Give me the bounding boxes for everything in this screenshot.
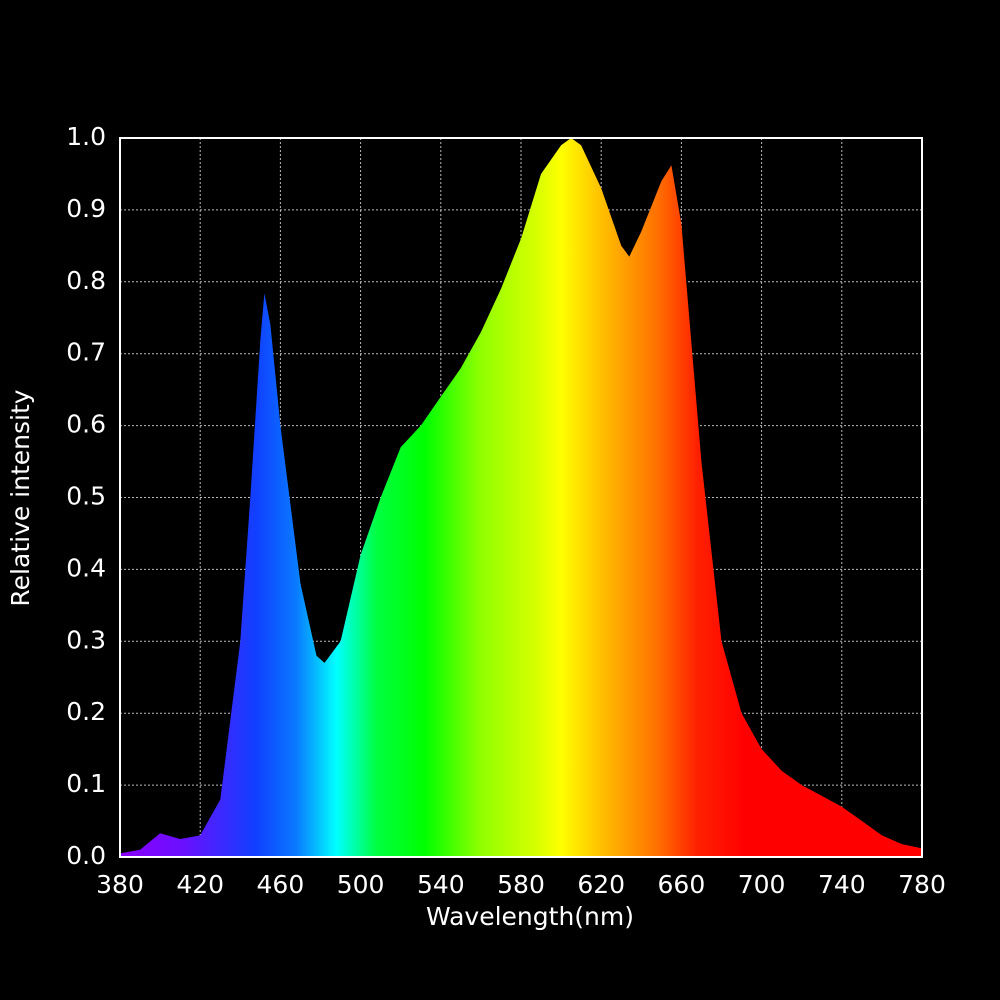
x-tick-label: 740	[818, 870, 866, 899]
y-tick-label: 0.8	[66, 266, 106, 295]
x-tick-label: 500	[337, 870, 385, 899]
x-tick-label: 660	[658, 870, 706, 899]
y-tick-label: 0.1	[66, 769, 106, 798]
x-tick-label: 460	[257, 870, 305, 899]
y-tick-label: 1.0	[66, 122, 106, 151]
y-tick-label: 0.7	[66, 338, 106, 367]
spectrum-area	[120, 138, 922, 857]
x-tick-label: 700	[738, 870, 786, 899]
x-tick-label: 620	[577, 870, 625, 899]
x-tick-label: 540	[417, 870, 465, 899]
y-tick-label: 0.0	[66, 841, 106, 870]
x-tick-label: 780	[898, 870, 946, 899]
y-tick-label: 0.6	[66, 410, 106, 439]
x-tick-label: 420	[176, 870, 224, 899]
y-tick-label: 0.9	[66, 194, 106, 223]
plot-frame	[119, 137, 923, 858]
x-axis-title: Wavelength(nm)	[426, 902, 634, 931]
y-tick-label: 0.5	[66, 482, 106, 511]
x-tick-label: 580	[497, 870, 545, 899]
y-tick-label: 0.4	[66, 553, 106, 582]
y-tick-label: 0.3	[66, 625, 106, 654]
y-tick-label: 0.2	[66, 697, 106, 726]
y-axis-title: Relative intensity	[6, 389, 35, 606]
x-tick-label: 380	[96, 870, 144, 899]
